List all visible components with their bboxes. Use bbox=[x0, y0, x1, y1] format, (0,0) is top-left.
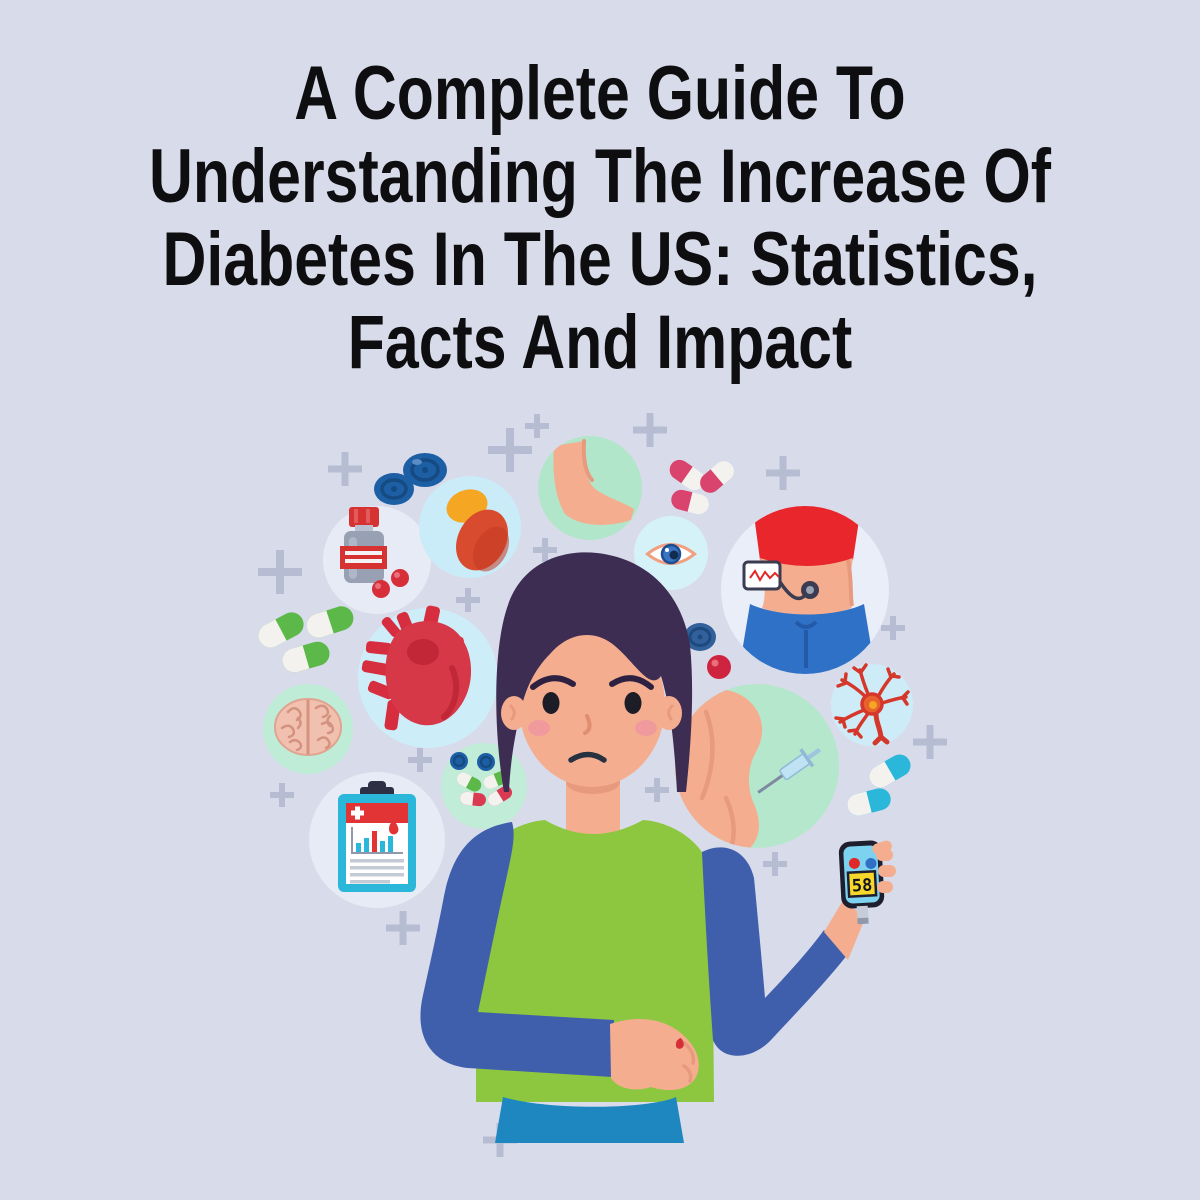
person-face bbox=[519, 623, 665, 787]
meter-reading: 58 bbox=[851, 875, 873, 896]
glucose-meter-icon: 58 bbox=[838, 840, 885, 925]
brain-icon bbox=[263, 684, 353, 774]
person-right-hand bbox=[872, 840, 896, 893]
person-left-arm-sleeve bbox=[420, 822, 614, 1077]
person-hair bbox=[496, 552, 693, 792]
pink-capsules-icon bbox=[669, 459, 734, 515]
insulin-vial-icon bbox=[323, 506, 431, 614]
cyan-capsules-icon bbox=[847, 754, 911, 816]
eyebrow-left bbox=[530, 675, 576, 690]
pills-mix-icon bbox=[441, 743, 527, 829]
title-line-2: Understanding The Increase Of bbox=[148, 134, 1052, 219]
medical-report-icon bbox=[309, 772, 445, 908]
page-title: A Complete Guide To Understanding The In… bbox=[120, 52, 1080, 384]
diabetic-foot-icon bbox=[538, 436, 642, 540]
eye-icon bbox=[634, 516, 708, 590]
neuron-icon bbox=[831, 663, 913, 746]
blush-left bbox=[528, 720, 550, 736]
pancreas-icon bbox=[419, 476, 521, 578]
eye-left bbox=[542, 692, 560, 714]
plus-decorations-icon bbox=[258, 413, 947, 1157]
insulin-pump-belly-icon bbox=[721, 506, 889, 674]
sad-mouth bbox=[568, 751, 607, 763]
blueberry-pills-icon bbox=[374, 453, 731, 679]
blush-right bbox=[635, 720, 657, 736]
injection-arm-icon bbox=[675, 684, 839, 848]
green-capsules-icon bbox=[258, 606, 354, 673]
person-figure: 58 bbox=[420, 552, 896, 1143]
blood-drop-icon bbox=[675, 1038, 684, 1049]
person-left-hand bbox=[610, 1019, 699, 1091]
eyebrow-right bbox=[609, 675, 654, 690]
eye-right bbox=[624, 692, 642, 714]
syringe-icon bbox=[757, 747, 822, 794]
person-pants bbox=[495, 1097, 684, 1143]
heart-icon bbox=[358, 605, 498, 748]
person-right-arm-sleeve bbox=[702, 847, 848, 1056]
title-line-1: A Complete Guide To bbox=[294, 51, 906, 136]
person-right-wrist bbox=[824, 902, 866, 960]
title-line-4: Facts And Impact bbox=[347, 300, 853, 385]
nose bbox=[583, 714, 592, 735]
title-line-3: Diabetes In The US: Statistics, bbox=[162, 217, 1038, 302]
